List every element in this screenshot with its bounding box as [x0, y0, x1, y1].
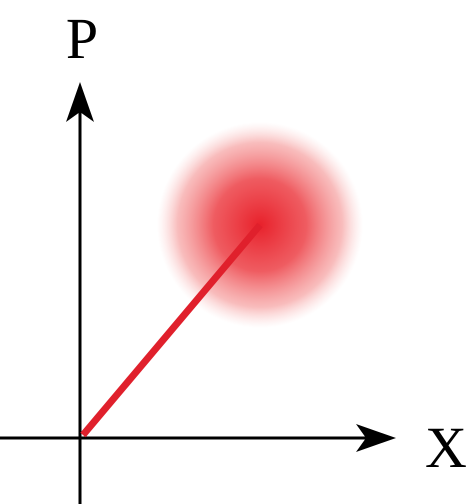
p-arrowhead [66, 82, 94, 122]
x-label: X [425, 415, 467, 480]
state-vector [80, 222, 263, 438]
x-arrowhead [356, 424, 396, 452]
p-label: P [66, 6, 98, 71]
